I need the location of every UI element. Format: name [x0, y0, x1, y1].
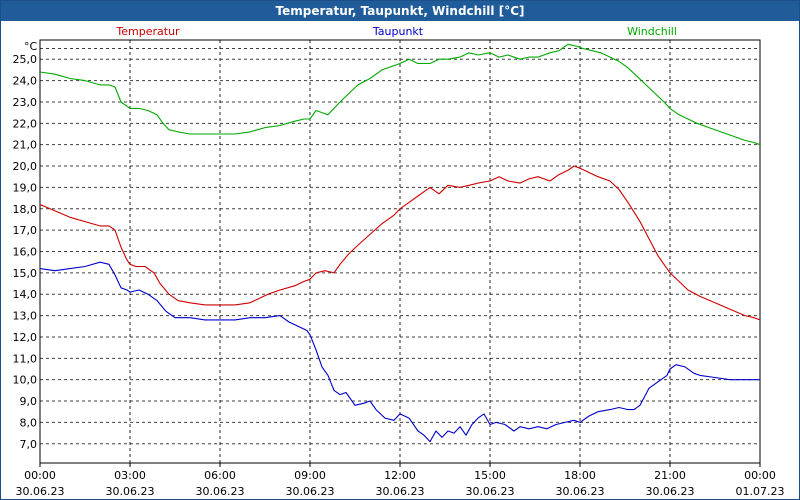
x-tick-date: 30.06.23 — [376, 485, 425, 498]
x-tick-date: 01.07.23 — [736, 485, 785, 498]
x-tick-date: 30.06.23 — [16, 485, 65, 498]
y-tick-label: 12,0 — [13, 331, 38, 344]
x-tick-time: 00:00 — [744, 469, 776, 482]
series-group — [39, 43, 761, 443]
y-tick-label: 25,0 — [13, 53, 38, 66]
x-tick-time: 12:00 — [384, 469, 416, 482]
y-tick-label: 17,0 — [13, 224, 38, 237]
y-tick-label: 22,0 — [13, 117, 38, 130]
legend-entry-temperatur: Temperatur — [115, 25, 180, 38]
y-tick-label: 13,0 — [13, 310, 38, 323]
x-tick-date: 30.06.23 — [196, 485, 245, 498]
y-tick-label: 10,0 — [13, 374, 38, 387]
legend: Temperatur Taupunkt Windchill — [115, 25, 677, 38]
y-tick-label: 20,0 — [13, 160, 38, 173]
y-tick-label: 21,0 — [13, 139, 38, 152]
x-tick-date: 30.06.23 — [286, 485, 335, 498]
x-tick-date: 30.06.23 — [466, 485, 515, 498]
legend-entry-windchill: Windchill — [627, 25, 677, 38]
series-line-windchill — [39, 43, 761, 146]
x-tick-time: 15:00 — [474, 469, 506, 482]
x-tick-time: 06:00 — [204, 469, 236, 482]
y-tick-label: 19,0 — [13, 181, 38, 194]
y-axis-label: °C — [24, 40, 38, 53]
y-tick-label: 18,0 — [13, 203, 38, 216]
x-tick-time: 03:00 — [114, 469, 146, 482]
y-tick-label: 24,0 — [13, 75, 38, 88]
legend-entry-taupunkt: Taupunkt — [372, 25, 424, 38]
x-tick-date: 30.06.23 — [106, 485, 155, 498]
x-tick-time: 09:00 — [294, 469, 326, 482]
y-tick-label: 8,0 — [20, 416, 38, 429]
y-tick-label: 23,0 — [13, 96, 38, 109]
y-tick-label: 9,0 — [20, 395, 38, 408]
y-tick-label: 16,0 — [13, 246, 38, 259]
y-tick-label: 7,0 — [20, 438, 38, 451]
chart-title: Temperatur, Taupunkt, Windchill [°C] — [1, 1, 799, 21]
x-tick-date: 30.06.23 — [646, 485, 695, 498]
series-line-temperatur — [39, 165, 761, 321]
y-tick-label: 14,0 — [13, 288, 38, 301]
x-tick-time: 00:00 — [24, 469, 56, 482]
x-tick-time: 18:00 — [564, 469, 596, 482]
x-tick-date: 30.06.23 — [556, 485, 605, 498]
axes: 7,0 8,0 9,0 10,0 11,0 12,0 13,0 14,0 15,0 16,0 17,… — [13, 40, 785, 498]
x-tick-time: 21:00 — [654, 469, 686, 482]
y-tick-label: 15,0 — [13, 267, 38, 280]
y-tick-label: 11,0 — [13, 352, 38, 365]
series-line-taupunkt — [39, 261, 760, 443]
grid — [40, 40, 760, 463]
